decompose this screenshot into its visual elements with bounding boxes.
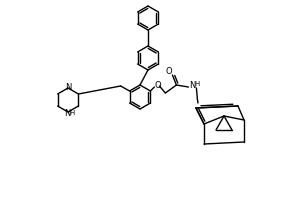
Text: N: N <box>64 108 70 117</box>
Text: N: N <box>189 82 196 90</box>
Text: H: H <box>195 81 200 87</box>
Text: O: O <box>154 80 161 90</box>
Text: N: N <box>65 82 71 92</box>
Text: H: H <box>69 110 75 116</box>
Text: O: O <box>165 66 172 75</box>
